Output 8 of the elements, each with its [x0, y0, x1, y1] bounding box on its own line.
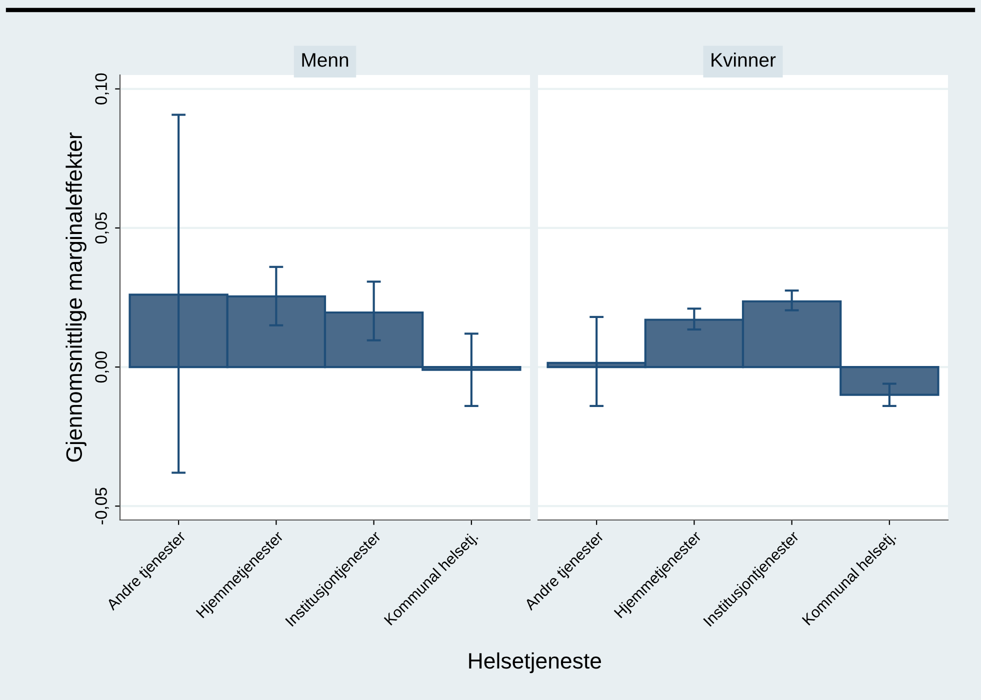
chart-title: Kvinner [712, 52, 776, 67]
chart-title: Menn [302, 53, 348, 67]
y-tick-label: -0,05 [95, 488, 109, 524]
y-tick-label: 0,05 [95, 212, 109, 244]
y-tick-label: 0,10 [95, 73, 109, 104]
x-axis-title: Helsetjeneste [469, 652, 601, 674]
y-tick-label: 0,00 [95, 351, 109, 383]
y-axis-title: Gjennomsnittlige marginaleffekter [66, 132, 86, 462]
